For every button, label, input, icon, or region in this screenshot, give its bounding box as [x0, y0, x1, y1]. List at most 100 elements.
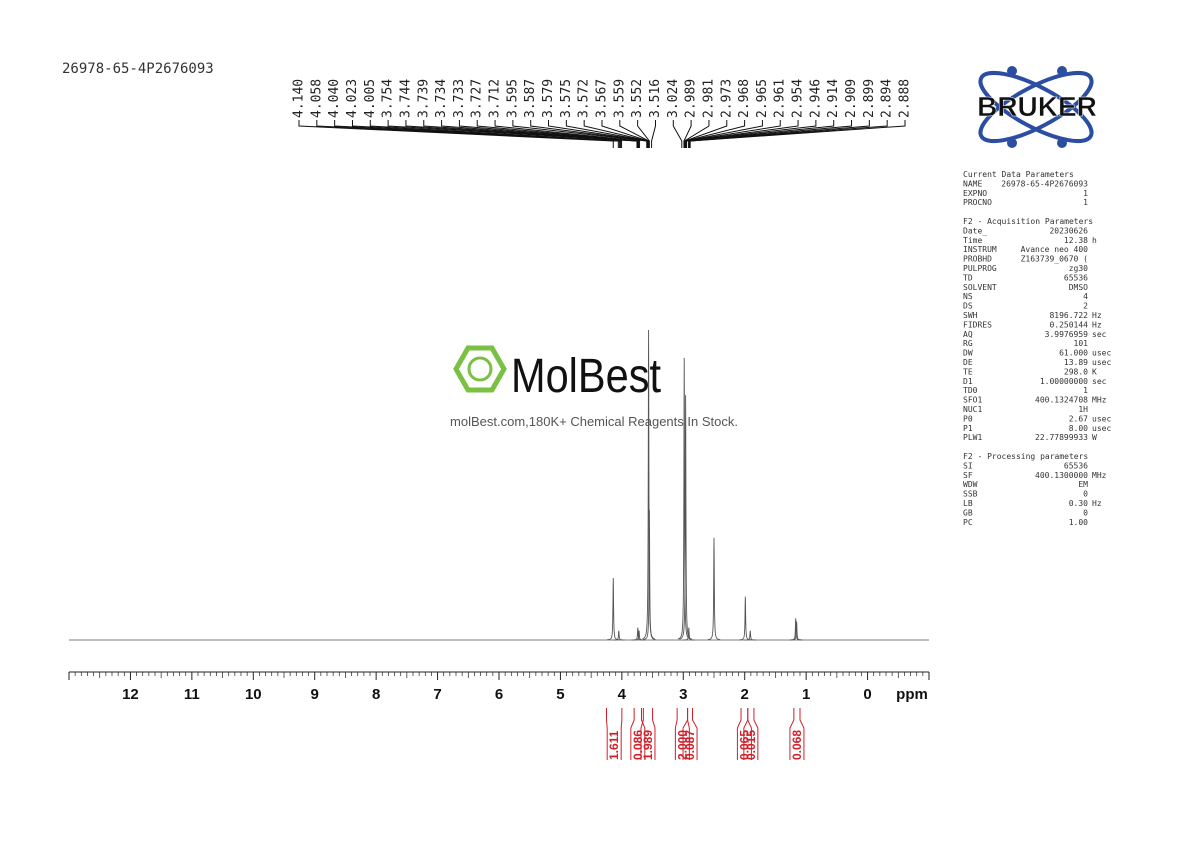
param-value: 400.1300000 — [1035, 471, 1088, 480]
peak-label: 3.727 — [470, 79, 485, 118]
param-key: DE — [963, 358, 973, 367]
peak-label: 3.559 — [612, 79, 627, 118]
peak-leader — [672, 120, 683, 148]
param-unit: W — [1092, 433, 1097, 442]
peak-label: 3.733 — [452, 79, 467, 118]
peak-label: 2.968 — [737, 79, 752, 118]
param-value: 4 — [1083, 292, 1088, 301]
param-value: 26978-65-4P2676093 — [1001, 179, 1088, 188]
peak — [790, 621, 803, 641]
x-tick-label: 12 — [122, 686, 139, 703]
param-unit: Hz — [1092, 311, 1102, 320]
peak-label: 4.140 — [292, 79, 307, 118]
peak-label: 2.899 — [862, 79, 877, 118]
param-value: 13.89 — [1064, 358, 1088, 367]
peak-leader — [298, 120, 614, 148]
param-key: SF — [963, 471, 973, 480]
integral-label: 1.989 — [641, 730, 655, 760]
param-unit: sec — [1092, 330, 1107, 339]
param-unit: usec — [1092, 349, 1111, 358]
param-value: 298.0 — [1064, 367, 1088, 376]
param-value: 12.38 — [1064, 236, 1088, 245]
param-value: 20230626 — [1049, 226, 1088, 235]
peak-label: 3.575 — [559, 79, 574, 118]
peak-label: 2.973 — [719, 79, 734, 118]
param-value: 65536 — [1064, 273, 1088, 282]
param-key: PC — [963, 518, 973, 527]
param-key: EXPNO — [963, 189, 987, 198]
param-value: 8.00 — [1069, 424, 1088, 433]
param-value: 8196.722 — [1049, 311, 1088, 320]
peak — [707, 537, 721, 641]
peak-label: 2.981 — [701, 79, 716, 118]
peak — [739, 596, 752, 641]
integral-bracket — [682, 708, 698, 760]
peak-label: 3.595 — [505, 79, 520, 118]
peak-label: 3.739 — [416, 79, 431, 118]
param-key: NAME — [963, 179, 982, 188]
peak — [631, 627, 644, 641]
param-key: TE — [963, 367, 973, 376]
param-key: P0 — [963, 414, 973, 423]
x-tick-label: 5 — [556, 686, 564, 703]
integral-label: 0.087 — [683, 730, 697, 760]
peak-label: 2.989 — [684, 79, 699, 118]
param-key: TD — [963, 273, 973, 282]
param-value: 0 — [1083, 490, 1088, 499]
param-key: INSTRUM — [963, 245, 997, 254]
x-tick-label: 9 — [311, 686, 319, 703]
peak-label: 3.712 — [488, 79, 503, 118]
param-key: D1 — [963, 377, 973, 386]
param-unit: MHz — [1092, 471, 1107, 480]
param-key: SSB — [963, 490, 978, 499]
peak-leader — [351, 120, 621, 148]
param-unit: usec — [1092, 358, 1111, 367]
peak-leader — [688, 120, 853, 148]
integral-label: 0.065 — [737, 730, 751, 760]
peak — [643, 509, 656, 640]
peak-label: 4.058 — [309, 79, 324, 118]
x-tick-label: 8 — [372, 686, 380, 703]
param-key: LB — [963, 499, 973, 508]
peak-label: 3.516 — [648, 79, 663, 118]
param-value: 22.77899933 — [1035, 433, 1088, 442]
peak-leader — [494, 120, 641, 148]
param-unit: K — [1092, 367, 1097, 376]
x-tick-label: 2 — [741, 686, 749, 703]
x-tick-label: 11 — [184, 686, 200, 703]
param-value: 1 — [1083, 386, 1088, 395]
peak-label: 3.754 — [381, 79, 396, 118]
logo-text: BRUKER — [977, 91, 1097, 122]
peak-label: 2.914 — [826, 79, 841, 118]
peak-leader — [476, 120, 640, 148]
peak-label: 3.734 — [434, 79, 449, 118]
integral-bracket — [789, 708, 805, 760]
param-value: 61.000 — [1059, 349, 1088, 358]
param-key: PULPROG — [963, 264, 997, 273]
peak — [642, 329, 655, 640]
param-value: 1.00 — [1069, 518, 1088, 527]
param-unit: usec — [1092, 414, 1111, 423]
integral-bracket — [630, 708, 646, 760]
peak-label: 3.579 — [541, 79, 556, 118]
integral-bracket — [743, 708, 759, 760]
watermark-tagline: molBest.com,180K+ Chemical Reagents In S… — [450, 414, 738, 429]
param-value: 1H — [1078, 405, 1088, 414]
peak-label: 2.888 — [898, 79, 913, 118]
peak-leader — [334, 120, 620, 148]
peak-leader — [651, 120, 656, 148]
param-key: DW — [963, 349, 973, 358]
peak-label: 3.552 — [630, 79, 645, 118]
param-key: Time — [963, 236, 982, 245]
param-value: 400.1324708 — [1035, 396, 1088, 405]
bruker-logo: BRUKER — [977, 66, 1097, 148]
param-key: WDW — [963, 480, 978, 489]
param-key: PROCNO — [963, 198, 992, 207]
peak-label: 2.946 — [808, 79, 823, 118]
param-unit: h — [1092, 236, 1097, 245]
x-tick-label: 10 — [245, 686, 262, 703]
peak — [682, 627, 695, 641]
peak — [612, 630, 625, 641]
param-value: 0.250144 — [1049, 320, 1088, 329]
